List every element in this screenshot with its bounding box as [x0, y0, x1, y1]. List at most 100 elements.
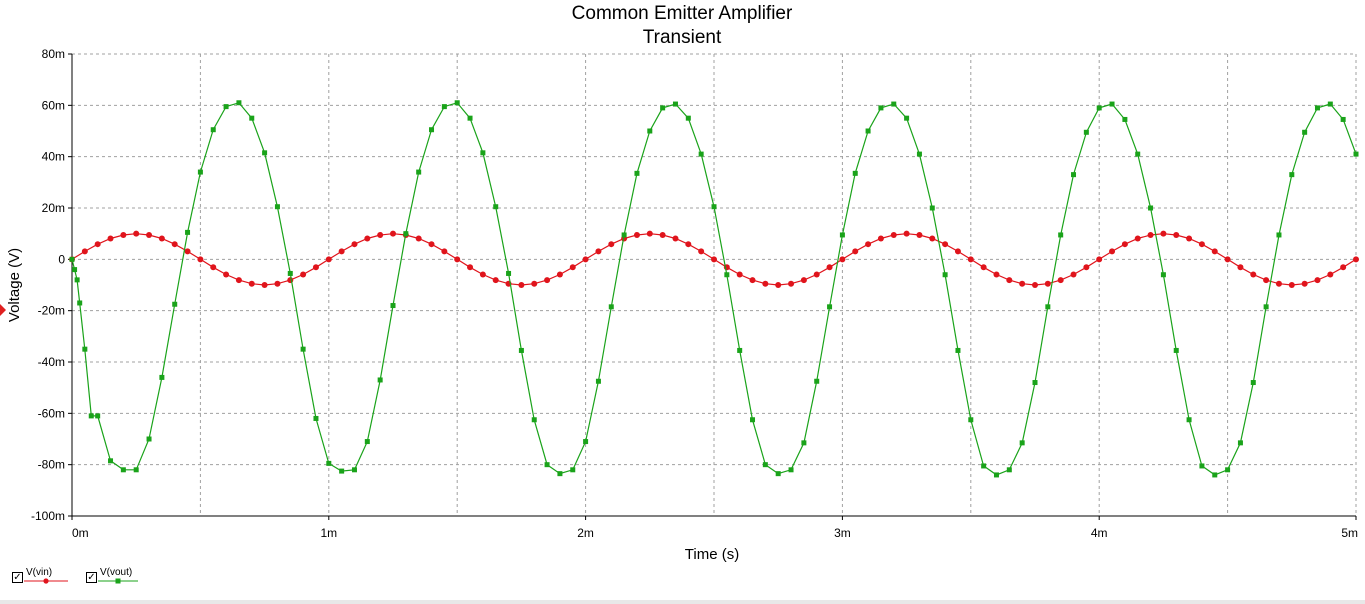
data-point	[1135, 151, 1141, 157]
data-point	[210, 264, 217, 271]
data-point	[492, 277, 499, 284]
y-tick-label: 80m	[42, 47, 65, 61]
data-point	[788, 280, 795, 287]
data-point	[814, 378, 820, 384]
data-point	[775, 471, 781, 477]
data-point	[69, 256, 75, 262]
x-axis-label: Time (s)	[685, 546, 739, 563]
legend-checkbox-vout[interactable]: ✓	[86, 572, 97, 583]
data-point	[287, 270, 293, 276]
data-point	[300, 346, 306, 352]
data-point	[133, 230, 140, 237]
data-point	[351, 467, 357, 473]
data-point	[544, 462, 550, 468]
data-point	[903, 230, 910, 237]
data-point	[1096, 105, 1102, 111]
chart-title: Common Emitter Amplifier	[572, 3, 793, 24]
y-tick-label: -100m	[31, 509, 65, 523]
data-point	[993, 271, 1000, 278]
series-vout	[69, 100, 1359, 478]
data-point	[1186, 235, 1193, 242]
data-point	[827, 304, 833, 310]
data-point	[647, 128, 653, 134]
data-point	[749, 277, 756, 284]
data-point	[429, 127, 435, 133]
data-point	[569, 264, 576, 271]
y-tick-label: -20m	[38, 304, 65, 318]
data-point	[980, 264, 987, 271]
data-point	[467, 264, 474, 271]
data-point	[1134, 235, 1141, 242]
data-point	[891, 101, 897, 107]
data-point	[1211, 248, 1218, 255]
data-point	[120, 231, 127, 238]
data-point	[326, 460, 332, 466]
axes	[71, 54, 1356, 517]
data-point	[95, 413, 101, 419]
y-axis-ticks: 80m 60m 40m 20m 0 -20m -40m -60m -80m -100m	[31, 47, 72, 523]
x-tick-label: 5m	[1341, 526, 1358, 540]
data-point	[1327, 101, 1333, 107]
x-tick-label: 4m	[1091, 526, 1108, 540]
data-point	[557, 471, 563, 477]
data-point	[1353, 256, 1359, 263]
data-point	[839, 232, 845, 238]
x-tick-label: 2m	[577, 526, 594, 540]
data-point	[480, 150, 486, 156]
data-point	[364, 439, 370, 445]
data-point	[1275, 280, 1282, 287]
data-point	[556, 271, 563, 278]
y-tick-label: -40m	[38, 355, 65, 369]
data-point	[107, 235, 114, 242]
data-point	[904, 115, 910, 121]
data-point	[531, 417, 537, 423]
data-point	[1301, 280, 1308, 287]
data-point	[993, 472, 999, 478]
data-point	[1212, 472, 1218, 478]
data-point	[261, 282, 268, 288]
data-point	[403, 231, 409, 237]
data-point	[1173, 347, 1179, 353]
data-point	[262, 150, 268, 156]
data-point	[865, 241, 872, 248]
data-point	[736, 271, 743, 278]
data-point	[981, 463, 987, 469]
data-point	[929, 235, 936, 242]
data-point	[955, 347, 961, 353]
data-point	[762, 280, 769, 287]
data-point	[839, 256, 846, 263]
data-point	[544, 277, 551, 284]
data-point	[339, 468, 345, 474]
data-point	[223, 104, 229, 110]
data-point	[1263, 304, 1269, 310]
data-point	[1044, 280, 1051, 287]
data-point	[1186, 417, 1192, 423]
data-point	[88, 413, 94, 419]
x-axis-ticks: 0m 1m 2m 3m 4m 5m	[71, 516, 1358, 540]
data-point	[210, 127, 216, 133]
legend-item-vout[interactable]: ✓ V(vout)	[80, 566, 146, 592]
legend-checkbox-vin[interactable]: ✓	[12, 572, 23, 583]
series-group	[69, 100, 1359, 478]
data-point	[801, 440, 807, 446]
data-point	[1045, 304, 1051, 310]
data-point	[1340, 264, 1347, 271]
data-point	[1250, 380, 1256, 386]
legend-swatch-vout	[98, 578, 138, 584]
data-point	[775, 282, 782, 288]
data-point	[467, 115, 473, 121]
legend-item-vin[interactable]: ✓ V(vin)	[6, 566, 72, 592]
data-point	[441, 248, 448, 255]
data-point	[698, 248, 705, 255]
data-point	[582, 256, 589, 263]
data-point	[454, 256, 461, 263]
data-point	[916, 151, 922, 157]
data-point	[454, 100, 460, 106]
data-point	[826, 264, 833, 271]
data-point	[351, 241, 358, 248]
data-point	[685, 115, 691, 121]
window-bottom-edge	[0, 600, 1365, 604]
data-point	[646, 230, 653, 237]
cursor-marker-icon[interactable]	[0, 304, 6, 316]
data-point	[1006, 467, 1012, 473]
